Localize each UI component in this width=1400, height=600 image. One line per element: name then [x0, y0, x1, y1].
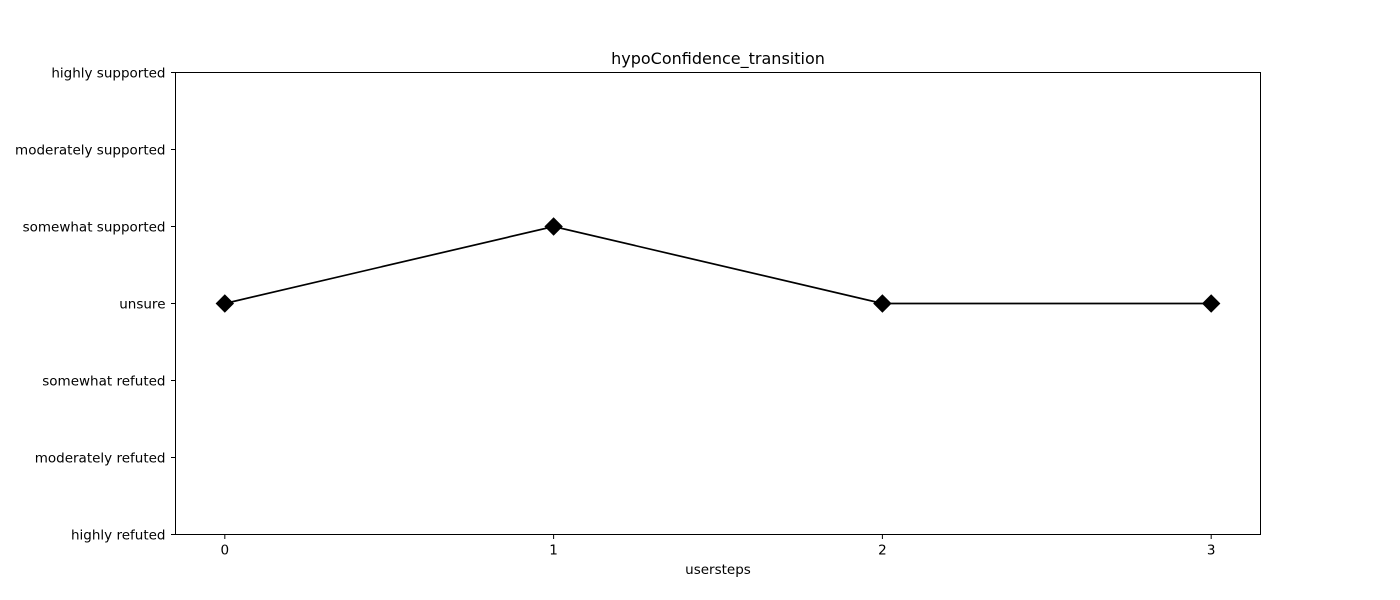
y-tick-label: highly refuted: [71, 528, 166, 544]
x-tick-label: 1: [549, 543, 558, 559]
y-tick-label: moderately refuted: [35, 451, 166, 467]
y-tick-label: highly supported: [51, 66, 165, 82]
x-tick-label: 2: [878, 543, 887, 559]
y-tick-label: unsure: [119, 297, 165, 313]
chart-title: hypoConfidence_transition: [611, 49, 825, 69]
series-line: [224, 225, 1212, 305]
y-tick-label: moderately supported: [15, 143, 165, 159]
x-tick-label: 3: [1207, 543, 1216, 559]
x-axis-label: usersteps: [685, 562, 751, 578]
x-axis-ticks: 0 1 2 3: [221, 534, 1216, 559]
plot-frame: [175, 72, 1261, 535]
y-tick-label: somewhat refuted: [42, 374, 165, 390]
data-point-marker: [544, 217, 563, 236]
data-point-marker: [215, 294, 235, 313]
data-point-marker: [1201, 294, 1221, 313]
data-point-marker: [873, 294, 892, 313]
series-layer: [215, 217, 1221, 313]
x-tick-label: 0: [221, 543, 230, 559]
y-axis-ticks: highly refuted moderately refuted somewhat…: [15, 66, 176, 544]
y-tick-label: somewhat supported: [23, 220, 166, 236]
